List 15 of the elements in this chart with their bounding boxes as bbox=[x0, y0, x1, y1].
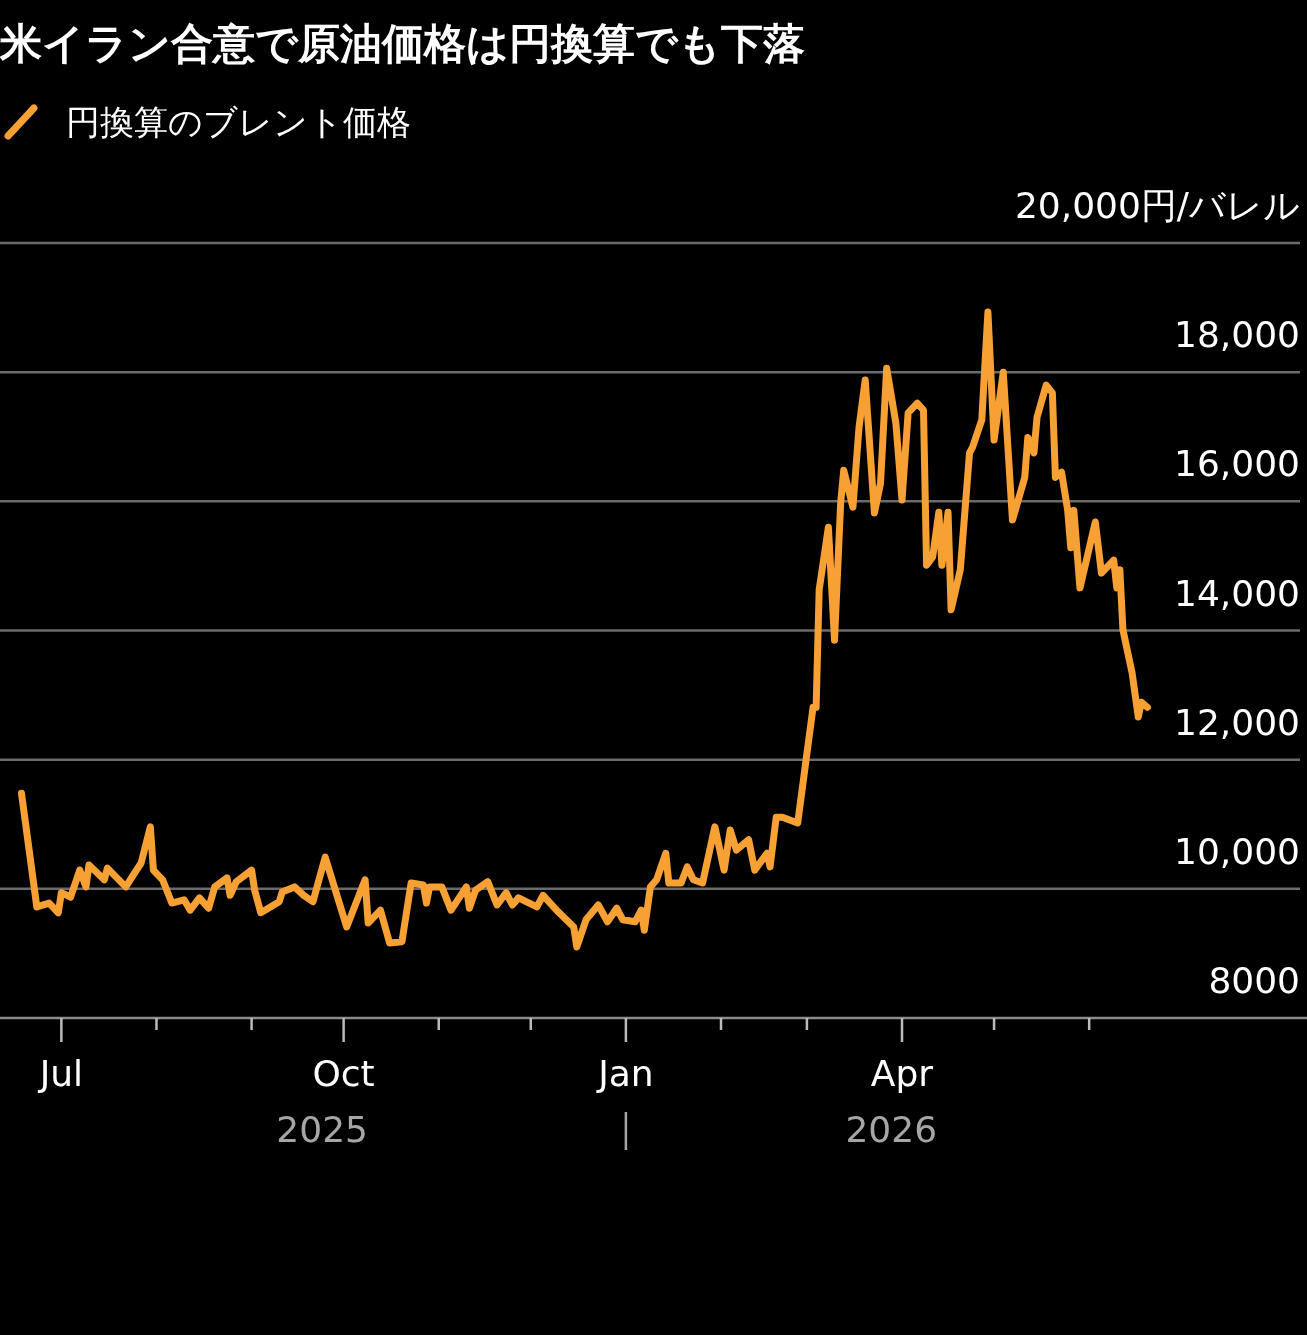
y-tick-label: 10,000 bbox=[1174, 830, 1300, 872]
legend-label: 円換算のブレント価格 bbox=[66, 102, 411, 142]
y-tick-label: 12,000 bbox=[1174, 701, 1300, 743]
x-tick-label: Apr bbox=[870, 1053, 934, 1094]
x-tick-label: Jan bbox=[596, 1053, 654, 1094]
y-tick-label: 8000 bbox=[1208, 960, 1300, 1001]
chart-title: 米イラン合意で原油価格は円換算でも下落 bbox=[0, 19, 805, 68]
y-tick-label: 14,000 bbox=[1174, 572, 1300, 614]
text: 2026 bbox=[845, 1109, 938, 1150]
y-tick-label: 20,000円/バレル bbox=[1014, 185, 1300, 226]
y-tick-label: 18,000 bbox=[1174, 314, 1300, 356]
x-tick-label: Oct bbox=[312, 1053, 375, 1094]
y-tick-label: 16,000 bbox=[1174, 443, 1300, 485]
x-tick-label: Jul bbox=[37, 1053, 84, 1094]
text: 2025 bbox=[276, 1109, 368, 1150]
